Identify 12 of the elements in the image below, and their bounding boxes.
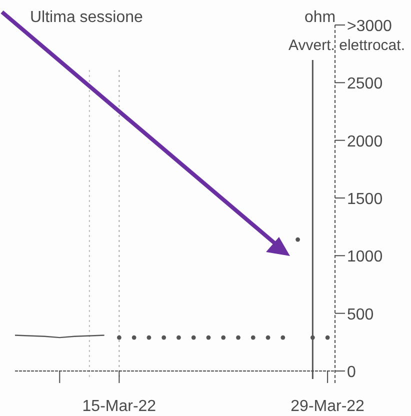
y-tick-label: 500 xyxy=(347,306,374,324)
y-tick-label: 2500 xyxy=(347,76,383,93)
chart-title: Ultima sessione xyxy=(30,9,144,26)
y-tick-label: 2000 xyxy=(347,133,383,150)
x-tick-label: 15-Mar-22 xyxy=(82,398,156,415)
y-tick-label: 0 xyxy=(347,364,356,381)
y-tick-label: 1000 xyxy=(347,248,383,266)
x-tick-label: 29-Mar-22 xyxy=(290,398,365,415)
y-tick-label: 1500 xyxy=(347,191,383,208)
annotation: Avvert. elettrocat. xyxy=(288,37,405,54)
y-axis-title: ohm xyxy=(304,9,336,26)
y-tick-label: >3000 xyxy=(347,18,392,35)
